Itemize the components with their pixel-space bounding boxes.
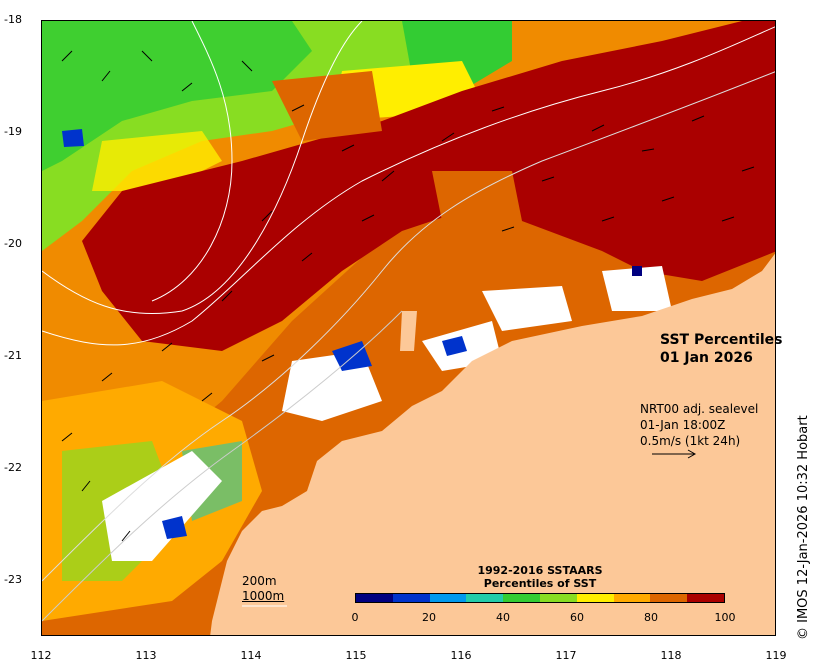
vector-time: 01-Jan 18:00Z	[640, 418, 726, 432]
title-line-1: SST Percentiles	[660, 332, 783, 348]
colorbar-tick: 80	[644, 611, 658, 624]
colorbar-segment	[576, 594, 614, 602]
lon-tick: 119	[765, 649, 787, 662]
land-mass	[210, 253, 775, 635]
vector-source: NRT00 adj. sealevel	[640, 402, 759, 416]
contour-label-1000: 1000m	[242, 589, 285, 603]
colorbar-segment	[356, 594, 393, 602]
lon-tick: 113	[135, 649, 157, 662]
colorbar-title-1: 1992-2016 SSTAARS	[477, 564, 603, 577]
colorbar-segment	[429, 594, 467, 602]
colorbar-tick: 60	[570, 611, 584, 624]
colorbar-title: 1992-2016 SSTAARS Percentiles of SST	[440, 564, 640, 590]
colorbar-title-2: Percentiles of SST	[483, 577, 597, 590]
lon-tick: 114	[240, 649, 262, 662]
vector-scale: 0.5m/s (1kt 24h)	[640, 434, 741, 448]
colorbar-segment	[539, 594, 577, 602]
colorbar-tick: 20	[422, 611, 436, 624]
colorbar-segment	[503, 594, 540, 602]
lat-tick: -22	[4, 461, 22, 474]
lon-tick: 112	[30, 649, 52, 662]
colorbar-segment	[392, 594, 430, 602]
contour-legend: 200m 1000m	[242, 574, 284, 604]
lon-tick: 117	[555, 649, 577, 662]
lon-tick: 116	[450, 649, 472, 662]
lat-tick: -19	[4, 125, 22, 138]
colorbar-segment	[687, 594, 724, 602]
credit-text: © IMOS 12-Jan-2026 10:32 Hobart	[796, 415, 811, 640]
lat-tick: -21	[4, 349, 22, 362]
lat-tick: -20	[4, 237, 22, 250]
lon-tick: 118	[660, 649, 682, 662]
map-panel	[41, 20, 776, 636]
map-title: SST Percentiles 01 Jan 2026	[660, 331, 783, 367]
lat-tick: -18	[4, 13, 22, 26]
colorbar-tick: 40	[496, 611, 510, 624]
colorbar-segment	[613, 594, 651, 602]
colorbar-segment	[650, 594, 688, 602]
sst-map	[42, 21, 775, 635]
contour-label-200: 200m	[242, 574, 277, 588]
colorbar-tick: 0	[351, 611, 359, 624]
current-vectors	[61, 50, 755, 542]
colorbar-tick: 100	[714, 611, 736, 624]
lon-tick: 115	[345, 649, 367, 662]
title-line-2: 01 Jan 2026	[660, 350, 753, 366]
vector-info: NRT00 adj. sealevel 01-Jan 18:00Z 0.5m/s…	[640, 401, 758, 449]
lat-tick: -23	[4, 573, 22, 586]
colorbar-segment	[466, 594, 504, 602]
colorbar-scale	[355, 593, 725, 603]
